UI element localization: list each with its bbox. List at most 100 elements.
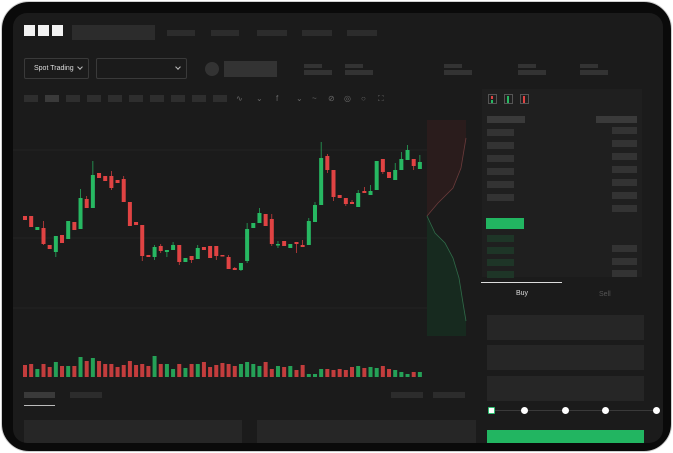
ask-price[interactable] [487, 181, 514, 188]
amount-header[interactable] [596, 116, 637, 123]
fullscreen-icon[interactable]: ⛶ [378, 94, 384, 103]
volume-bar [387, 369, 392, 377]
line-icon[interactable]: ~ [312, 94, 317, 103]
nav-item[interactable] [257, 30, 287, 36]
search-bar[interactable] [72, 25, 155, 40]
volume-bar [417, 372, 422, 377]
order-book-bids-icon[interactable] [504, 94, 513, 104]
tab-order-history[interactable] [70, 392, 102, 398]
ask-amount[interactable] [612, 205, 637, 212]
ask-price[interactable] [487, 168, 514, 175]
tab-buy[interactable]: Buy [516, 290, 529, 297]
measure-icon[interactable]: ◎ [344, 94, 351, 103]
timeframe-button[interactable] [108, 95, 122, 102]
ask-amount[interactable] [612, 140, 637, 147]
candlestick-chart[interactable] [13, 108, 478, 383]
chart-type-icon[interactable]: ⌄ [256, 94, 263, 103]
ask-amount[interactable] [612, 179, 637, 186]
timeframe-button[interactable] [45, 95, 59, 102]
candle [171, 245, 176, 250]
slider-step-100[interactable] [653, 407, 660, 414]
volume-bar [146, 366, 151, 377]
nav-item[interactable] [302, 30, 332, 36]
stat-label [580, 64, 598, 68]
market-type-select[interactable]: Spot Trading [24, 58, 89, 79]
amount-input[interactable] [487, 345, 644, 370]
timeframe-button[interactable] [87, 95, 101, 102]
timeframe-button[interactable] [24, 95, 38, 102]
settings-icon[interactable]: ○ [361, 94, 366, 103]
draw-icon[interactable]: ⊘ [328, 94, 335, 103]
bid-price[interactable] [487, 247, 514, 254]
slider-handle[interactable] [488, 407, 495, 414]
volume-bar [405, 374, 410, 377]
bid-amount[interactable] [612, 258, 637, 265]
candle [387, 172, 392, 178]
slider-step-25[interactable] [521, 407, 528, 414]
candle [319, 158, 324, 205]
timeframe-button[interactable] [129, 95, 143, 102]
bid-amount[interactable] [612, 245, 637, 252]
bid-amount[interactable] [612, 270, 637, 277]
price-input[interactable] [487, 315, 644, 340]
candle [66, 221, 71, 239]
ask-price[interactable] [487, 129, 514, 136]
timeframe-button[interactable] [66, 95, 80, 102]
ask-price[interactable] [487, 142, 514, 149]
volume-bar [350, 367, 355, 377]
fx-icon[interactable]: f [276, 94, 279, 103]
total-input[interactable] [487, 376, 644, 401]
pair-select[interactable] [96, 58, 187, 79]
chevron-down-icon[interactable]: ⌄ [296, 94, 303, 103]
stat-value [518, 70, 546, 75]
ask-amount[interactable] [612, 153, 637, 160]
ask-price[interactable] [487, 155, 514, 162]
bid-price[interactable] [487, 271, 514, 278]
ask-amount[interactable] [612, 192, 637, 199]
candle [300, 245, 305, 247]
candle [214, 246, 219, 256]
slider-track[interactable] [491, 410, 659, 411]
timeframe-button[interactable] [150, 95, 164, 102]
candle [146, 255, 151, 257]
volume-bar [78, 357, 83, 377]
filter-button[interactable] [391, 392, 423, 398]
ask-price[interactable] [487, 194, 514, 201]
slider-step-75[interactable] [602, 407, 609, 414]
filter-button[interactable] [433, 392, 465, 398]
volume-bar [171, 369, 176, 377]
bid-price[interactable] [487, 259, 514, 266]
price-header[interactable] [487, 116, 525, 123]
indicator-icon[interactable]: ∿ [236, 94, 243, 103]
timeframe-button[interactable] [192, 95, 206, 102]
candle [41, 228, 46, 244]
volume-bar [312, 374, 317, 377]
depth-asks [427, 120, 466, 216]
candle [115, 180, 120, 183]
nav-item[interactable] [211, 30, 239, 36]
volume-bar [152, 356, 157, 377]
ask-amount[interactable] [612, 127, 637, 134]
bid-price[interactable] [487, 235, 514, 242]
buy-button[interactable] [487, 430, 644, 443]
nav-item[interactable] [167, 30, 195, 36]
ask-amount[interactable] [612, 166, 637, 173]
tab-sell[interactable]: Sell [599, 291, 611, 298]
order-book-asks-icon[interactable] [520, 94, 529, 104]
market-type-label: Spot Trading [34, 65, 74, 72]
volume-bar [201, 362, 206, 377]
stat-value [580, 70, 608, 75]
order-book-both-icon[interactable] [488, 94, 497, 104]
volume-bar [331, 370, 336, 377]
timeframe-button[interactable] [213, 95, 227, 102]
tab-open-orders[interactable] [24, 392, 55, 398]
candle [350, 202, 355, 204]
candle [158, 246, 163, 251]
volume-bar [164, 364, 169, 377]
okx-logo[interactable] [24, 25, 63, 36]
nav-item[interactable] [347, 30, 377, 36]
timeframe-button[interactable] [171, 95, 185, 102]
slider-step-50[interactable] [562, 407, 569, 414]
volume-bar [134, 365, 139, 377]
candle [312, 205, 317, 222]
